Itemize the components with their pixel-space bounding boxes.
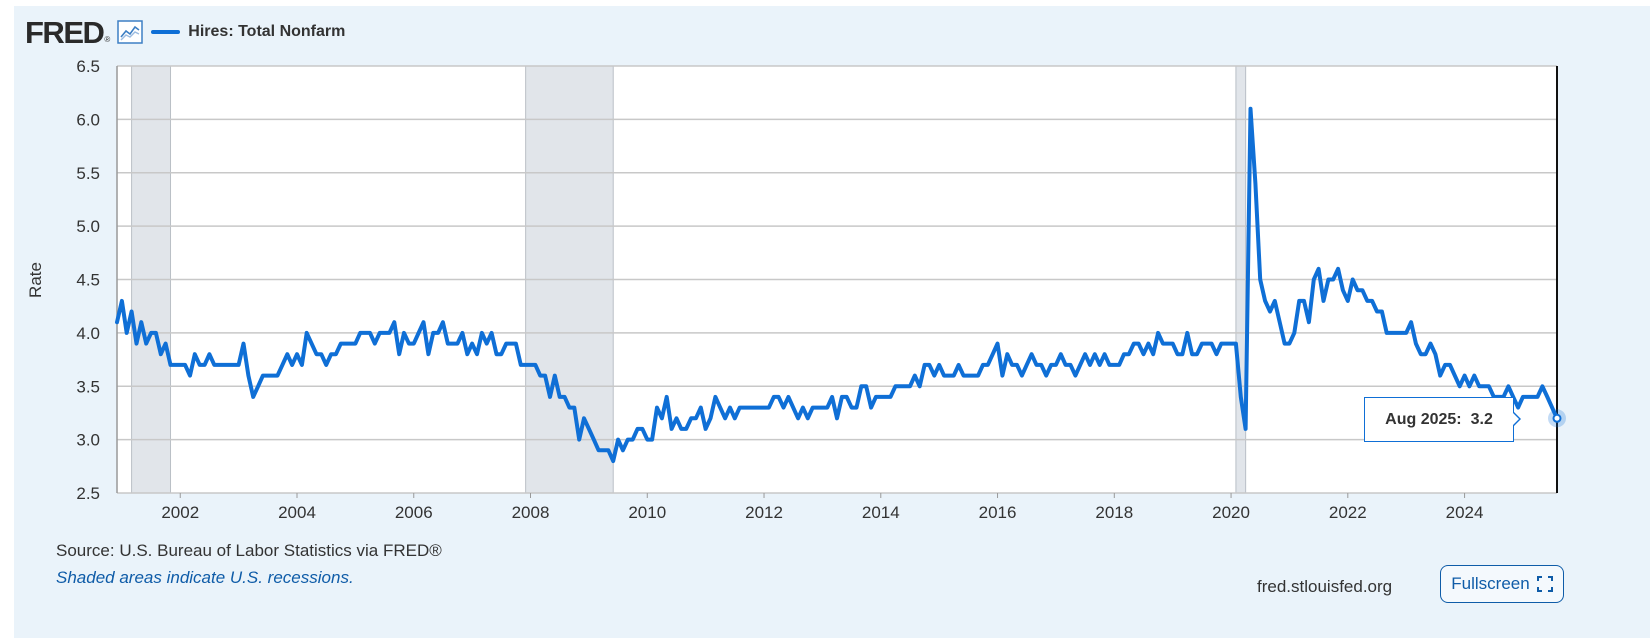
expand-corners-icon — [1536, 576, 1553, 592]
y-tick-label: 5.5 — [76, 164, 100, 183]
y-tick-label: 4.0 — [76, 324, 100, 343]
x-tick-label: 2022 — [1329, 503, 1367, 522]
y-tick-label: 6.0 — [76, 110, 100, 129]
fullscreen-label: Fullscreen — [1451, 574, 1530, 593]
source-text: Source: U.S. Bureau of Labor Statistics … — [56, 541, 442, 561]
x-tick-label: 2012 — [745, 503, 783, 522]
source-label: Source: — [56, 541, 115, 560]
overlay-layer — [1548, 409, 1566, 428]
x-tick-label: 2008 — [512, 503, 550, 522]
line-graph-icon[interactable] — [117, 20, 144, 44]
x-tick-label: 2004 — [278, 503, 316, 522]
x-tick-label: 2014 — [862, 503, 900, 522]
y-axis-ticks: 2.5 3.0 3.5 4.0 4.5 5.0 5.5 6.0 6.5 — [76, 57, 100, 503]
x-tick-label: 2006 — [395, 503, 433, 522]
legend-label: Hires: Total Nonfarm — [188, 23, 346, 40]
x-axis-ticks: 2002 2004 2006 2008 2010 2012 2014 2016 2018 2020… — [161, 493, 1483, 522]
x-tick-label: 2020 — [1212, 503, 1250, 522]
x-tick-label: 2016 — [979, 503, 1017, 522]
series-layer — [115, 106, 1559, 463]
legend: Hires: Total Nonfarm — [151, 23, 345, 41]
chart-header: FRED ® Hires: Total Nonfarm — [25, 16, 345, 48]
y-tick-label: 2.5 — [76, 484, 100, 503]
x-tick-label: 2002 — [161, 503, 199, 522]
y-axis-label: Rate — [26, 262, 45, 298]
fullscreen-button[interactable]: Fullscreen — [1440, 565, 1564, 603]
recession-note: Shaded areas indicate U.S. recessions. — [56, 568, 354, 587]
x-tick-label: 2018 — [1095, 503, 1133, 522]
tooltip-date: Aug 2025: — [1385, 410, 1462, 428]
y-tick-label: 4.5 — [76, 271, 100, 290]
y-tick-label: 6.5 — [76, 57, 100, 76]
grid-lines — [116, 65, 1558, 494]
legend-swatch — [151, 30, 181, 34]
y-tick-label: 5.0 — [76, 217, 100, 236]
y-tick-label: 3.0 — [76, 431, 100, 450]
tooltip: Aug 2025: 3.2 — [1364, 397, 1514, 442]
fred-logo-registered: ® — [104, 35, 111, 44]
x-tick-label: 2024 — [1446, 503, 1484, 522]
source-value[interactable]: U.S. Bureau of Labor Statistics via FRED… — [119, 541, 442, 560]
y-tick-label: 3.5 — [76, 377, 100, 396]
fred-logo[interactable]: FRED — [25, 14, 105, 50]
tooltip-value: 3.2 — [1470, 410, 1493, 428]
tooltip-arrow-fill — [1512, 412, 1519, 426]
x-tick-label: 2010 — [628, 503, 666, 522]
hover-marker — [1552, 413, 1562, 423]
site-url[interactable]: fred.stlouisfed.org — [1257, 577, 1393, 596]
